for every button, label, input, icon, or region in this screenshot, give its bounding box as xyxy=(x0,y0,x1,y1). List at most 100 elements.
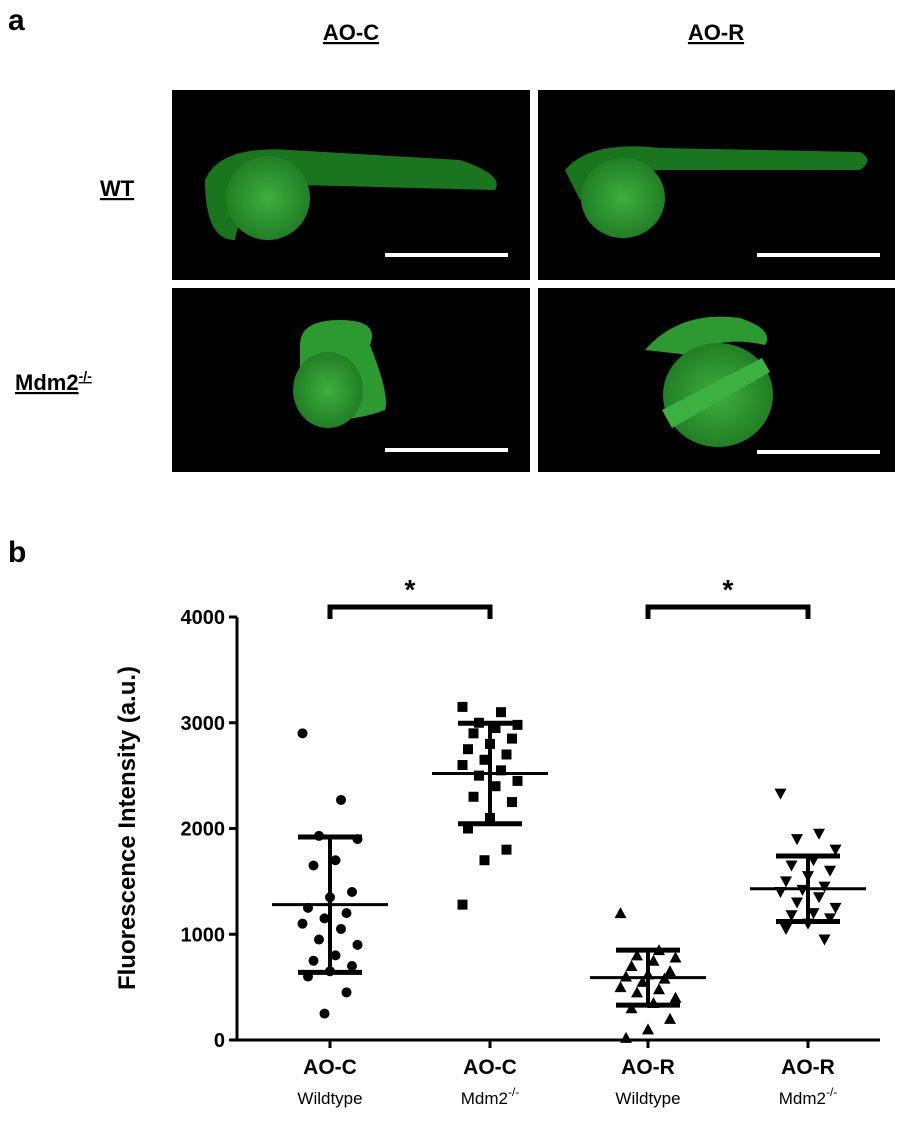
data-point xyxy=(647,996,660,1008)
embryo-tail xyxy=(662,358,770,428)
data-point xyxy=(463,744,473,755)
data-point xyxy=(336,923,346,934)
data-point xyxy=(297,728,308,739)
row-header: WT xyxy=(100,176,135,201)
data-point xyxy=(636,975,649,987)
y-tick-label: 2000 xyxy=(181,819,226,841)
y-tick-label: 4000 xyxy=(181,607,226,629)
y-tick-label: 0 xyxy=(214,1030,225,1052)
row-header-text: WT xyxy=(100,176,135,201)
data-point xyxy=(829,844,842,856)
data-point xyxy=(780,876,792,888)
data-point xyxy=(631,986,643,998)
data-point xyxy=(457,760,468,771)
data-point xyxy=(352,939,363,950)
data-point xyxy=(308,955,319,966)
data-point xyxy=(496,765,506,776)
data-point xyxy=(490,781,501,792)
data-point xyxy=(631,949,643,961)
x-sub-label-text: Wildtype xyxy=(615,1089,680,1108)
data-point xyxy=(457,899,468,910)
data-point xyxy=(647,954,660,966)
data-point xyxy=(658,972,671,984)
x-tick-label: AO-C xyxy=(303,1056,357,1079)
data-point xyxy=(347,886,357,897)
x-sub-label-sup: -/- xyxy=(826,1085,837,1099)
data-point xyxy=(474,717,484,728)
data-point xyxy=(829,902,842,914)
y-axis-label: Fluorescence Intensity (a.u.) xyxy=(114,666,141,990)
data-point xyxy=(330,950,341,961)
panel-label: a xyxy=(8,4,25,37)
micrograph-grid xyxy=(172,90,895,472)
data-point xyxy=(507,733,517,744)
embryo xyxy=(565,146,868,200)
data-point xyxy=(780,923,792,935)
data-point xyxy=(490,723,501,734)
data-point xyxy=(653,983,665,995)
data-point xyxy=(802,871,814,883)
data-point xyxy=(336,794,346,805)
data-point xyxy=(807,908,820,920)
data-point xyxy=(813,892,825,904)
x-sub-label: Mdm2-/- xyxy=(779,1085,838,1108)
data-point xyxy=(352,834,363,845)
data-point xyxy=(818,881,831,893)
data-point xyxy=(824,865,836,877)
data-point xyxy=(330,855,341,866)
significance-label: * xyxy=(405,574,416,605)
data-point xyxy=(303,971,313,982)
data-point xyxy=(325,892,335,903)
data-point xyxy=(614,907,627,919)
data-point xyxy=(818,934,831,946)
data-point xyxy=(620,1031,632,1043)
data-point xyxy=(620,970,632,982)
data-point xyxy=(653,944,665,956)
y-tick-label: 1000 xyxy=(181,924,226,946)
data-point xyxy=(479,855,490,866)
data-point xyxy=(642,1023,654,1035)
data-point xyxy=(474,770,484,781)
data-point xyxy=(512,719,523,730)
data-point xyxy=(785,860,798,872)
data-point xyxy=(347,960,357,971)
data-point xyxy=(807,855,820,867)
data-point xyxy=(303,902,313,913)
data-point xyxy=(625,959,638,971)
data-point xyxy=(314,934,324,945)
data-point xyxy=(501,749,512,760)
row-header-text: Mdm2 xyxy=(15,370,79,395)
data-point xyxy=(785,910,798,922)
data-point xyxy=(774,886,787,898)
data-point xyxy=(479,754,490,765)
data-point xyxy=(774,788,787,800)
x-tick-label: AO-R xyxy=(781,1056,835,1079)
x-tick-label: AO-R xyxy=(621,1056,675,1079)
x-sub-label: Mdm2-/- xyxy=(461,1085,520,1108)
data-point xyxy=(308,860,319,871)
data-point xyxy=(813,828,825,840)
y-tick-label: 3000 xyxy=(181,713,226,735)
x-tick-label: AO-C xyxy=(463,1056,517,1079)
data-point xyxy=(468,791,479,802)
data-point xyxy=(791,834,803,846)
data-point xyxy=(485,738,495,749)
data-point xyxy=(642,968,654,980)
data-point xyxy=(341,987,352,998)
embryo xyxy=(645,316,768,355)
data-point xyxy=(457,701,468,712)
significance-bracket xyxy=(645,604,811,619)
data-point xyxy=(791,897,803,909)
data-point xyxy=(664,965,676,977)
column-header: AO-R xyxy=(688,20,744,45)
embryo-yolk xyxy=(581,158,665,238)
row-header: Mdm2-/- xyxy=(15,368,92,395)
data-point xyxy=(319,913,330,924)
data-point xyxy=(319,1008,330,1019)
significance-bracket xyxy=(327,604,493,619)
data-point xyxy=(625,1002,638,1014)
x-sub-label-sup: -/- xyxy=(508,1085,519,1099)
data-point xyxy=(664,1012,676,1024)
row-header-sup: -/- xyxy=(79,368,93,384)
